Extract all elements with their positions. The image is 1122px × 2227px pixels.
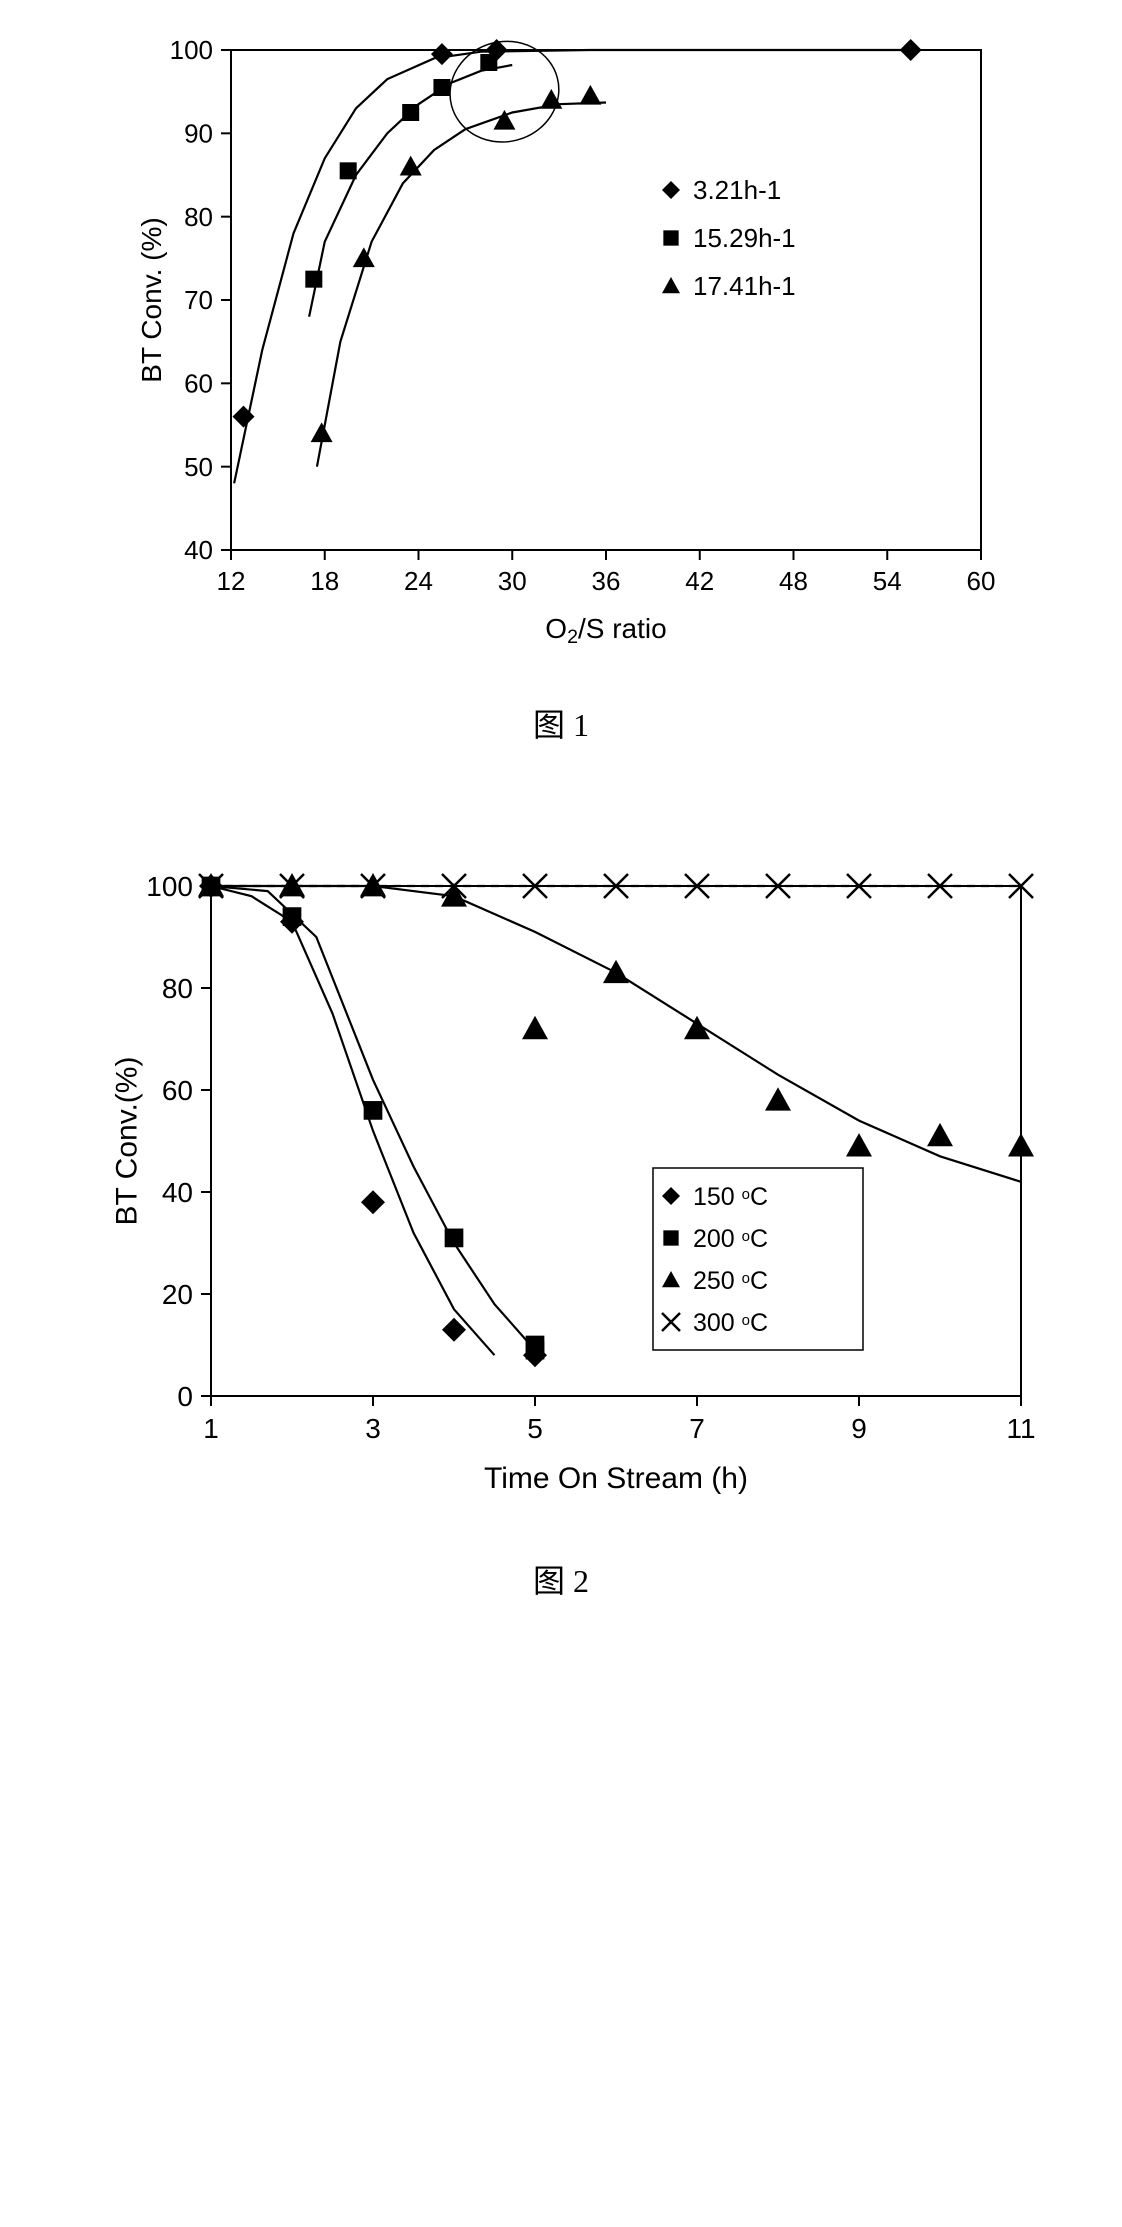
svg-text:250 oC: 250 oC — [693, 1267, 768, 1295]
svg-text:100: 100 — [146, 871, 193, 902]
svg-text:15.29h-1: 15.29h-1 — [693, 223, 796, 253]
svg-text:80: 80 — [162, 973, 193, 1004]
svg-text:36: 36 — [592, 566, 621, 596]
svg-text:54: 54 — [873, 566, 902, 596]
svg-text:O2/S ratio: O2/S ratio — [545, 613, 666, 648]
svg-text:24: 24 — [404, 566, 433, 596]
svg-text:5: 5 — [527, 1413, 543, 1444]
svg-text:70: 70 — [184, 285, 213, 315]
svg-text:60: 60 — [162, 1075, 193, 1106]
svg-text:300 oC: 300 oC — [693, 1309, 768, 1337]
svg-text:42: 42 — [685, 566, 714, 596]
svg-text:40: 40 — [184, 535, 213, 565]
svg-text:BT Conv. (%): BT Conv. (%) — [136, 217, 167, 382]
svg-text:100: 100 — [170, 35, 213, 65]
svg-text:60: 60 — [184, 368, 213, 398]
chart-fig1: 12 18 24 30 36 42 48 54 60 40 50 60 70 80 90 100 O2/S ra… — [111, 30, 1011, 650]
caption-fig2: 图 2 — [533, 1556, 589, 1602]
figure-2: 1 3 5 7 9 11 0 20 40 60 80 100 Time On Stream (h) BT … — [20, 866, 1102, 1602]
svg-text:40: 40 — [162, 1177, 193, 1208]
svg-text:Time On Stream (h): Time On Stream (h) — [484, 1462, 748, 1495]
svg-text:18: 18 — [310, 566, 339, 596]
svg-text:1: 1 — [203, 1413, 219, 1444]
svg-text:BT Conv.(%): BT Conv.(%) — [111, 1057, 144, 1226]
svg-text:3.21h-1: 3.21h-1 — [693, 175, 781, 205]
svg-text:20: 20 — [162, 1279, 193, 1310]
svg-text:48: 48 — [779, 566, 808, 596]
svg-text:9: 9 — [851, 1413, 867, 1444]
chart-fig2: 1 3 5 7 9 11 0 20 40 60 80 100 Time On Stream (h) BT … — [81, 866, 1041, 1506]
svg-text:90: 90 — [184, 118, 213, 148]
svg-text:30: 30 — [498, 566, 527, 596]
svg-text:7: 7 — [689, 1413, 705, 1444]
svg-text:80: 80 — [184, 202, 213, 232]
svg-text:50: 50 — [184, 452, 213, 482]
svg-text:11: 11 — [1006, 1413, 1035, 1444]
figure-1: 12 18 24 30 36 42 48 54 60 40 50 60 70 80 90 100 O2/S ra… — [20, 30, 1102, 746]
svg-text:12: 12 — [217, 566, 246, 596]
svg-text:0: 0 — [177, 1381, 193, 1412]
svg-text:200 oC: 200 oC — [693, 1225, 768, 1253]
svg-text:3: 3 — [365, 1413, 381, 1444]
caption-fig1: 图 1 — [533, 700, 589, 746]
svg-text:150 oC: 150 oC — [693, 1183, 768, 1211]
svg-text:60: 60 — [967, 566, 996, 596]
svg-text:17.41h-1: 17.41h-1 — [693, 271, 796, 301]
